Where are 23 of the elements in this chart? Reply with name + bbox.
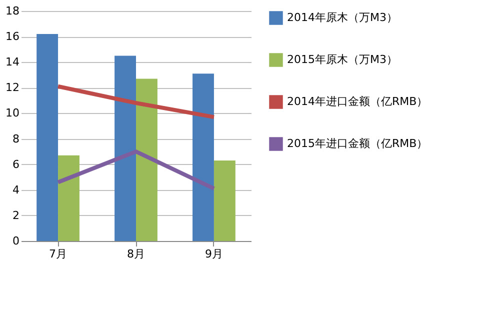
y-tick-label: 4 <box>12 183 20 196</box>
x-tick-label: 8月 <box>127 248 145 260</box>
y-tick-label: 6 <box>12 158 20 171</box>
bar <box>136 78 158 241</box>
y-tick-label: 10 <box>6 106 20 120</box>
legend-label: 2015年原木（万M3） <box>287 53 398 66</box>
bar <box>114 56 136 241</box>
y-tick-label: 12 <box>6 81 20 94</box>
x-tick-label: 9月 <box>204 248 223 260</box>
y-tick-label: 14 <box>6 56 20 69</box>
bar <box>192 74 214 241</box>
legend-label: 2014年进口金额（亿RMB） <box>287 95 428 108</box>
y-tick-label: 2 <box>12 208 20 222</box>
bar <box>36 34 58 241</box>
x-tick-label: 7月 <box>49 248 68 260</box>
bar <box>214 160 236 241</box>
y-tick-label: 0 <box>12 234 20 248</box>
legend-label: 2015年进口金额（亿RMB） <box>287 137 428 150</box>
y-tick-label: 18 <box>6 4 20 18</box>
bar <box>58 155 80 241</box>
legend-label: 2014年原木（万M3） <box>287 11 398 24</box>
y-tick-label: 16 <box>6 30 20 44</box>
y-tick-label: 8 <box>12 132 20 146</box>
